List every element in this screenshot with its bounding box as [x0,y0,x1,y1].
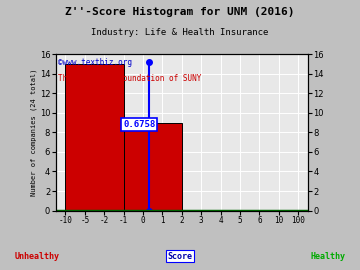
Text: Industry: Life & Health Insurance: Industry: Life & Health Insurance [91,28,269,37]
Text: Z''-Score Histogram for UNM (2016): Z''-Score Histogram for UNM (2016) [65,7,295,17]
Bar [123,123,182,211]
Text: 0.6758: 0.6758 [123,120,155,129]
Text: Healthy: Healthy [311,252,346,261]
Text: Score: Score [167,252,193,261]
Y-axis label: Number of companies (24 total): Number of companies (24 total) [30,69,37,196]
Text: The Research Foundation of SUNY: The Research Foundation of SUNY [58,74,202,83]
Bar [66,64,123,211]
Text: ©www.textbiz.org: ©www.textbiz.org [58,58,132,67]
Text: Unhealthy: Unhealthy [14,252,59,261]
